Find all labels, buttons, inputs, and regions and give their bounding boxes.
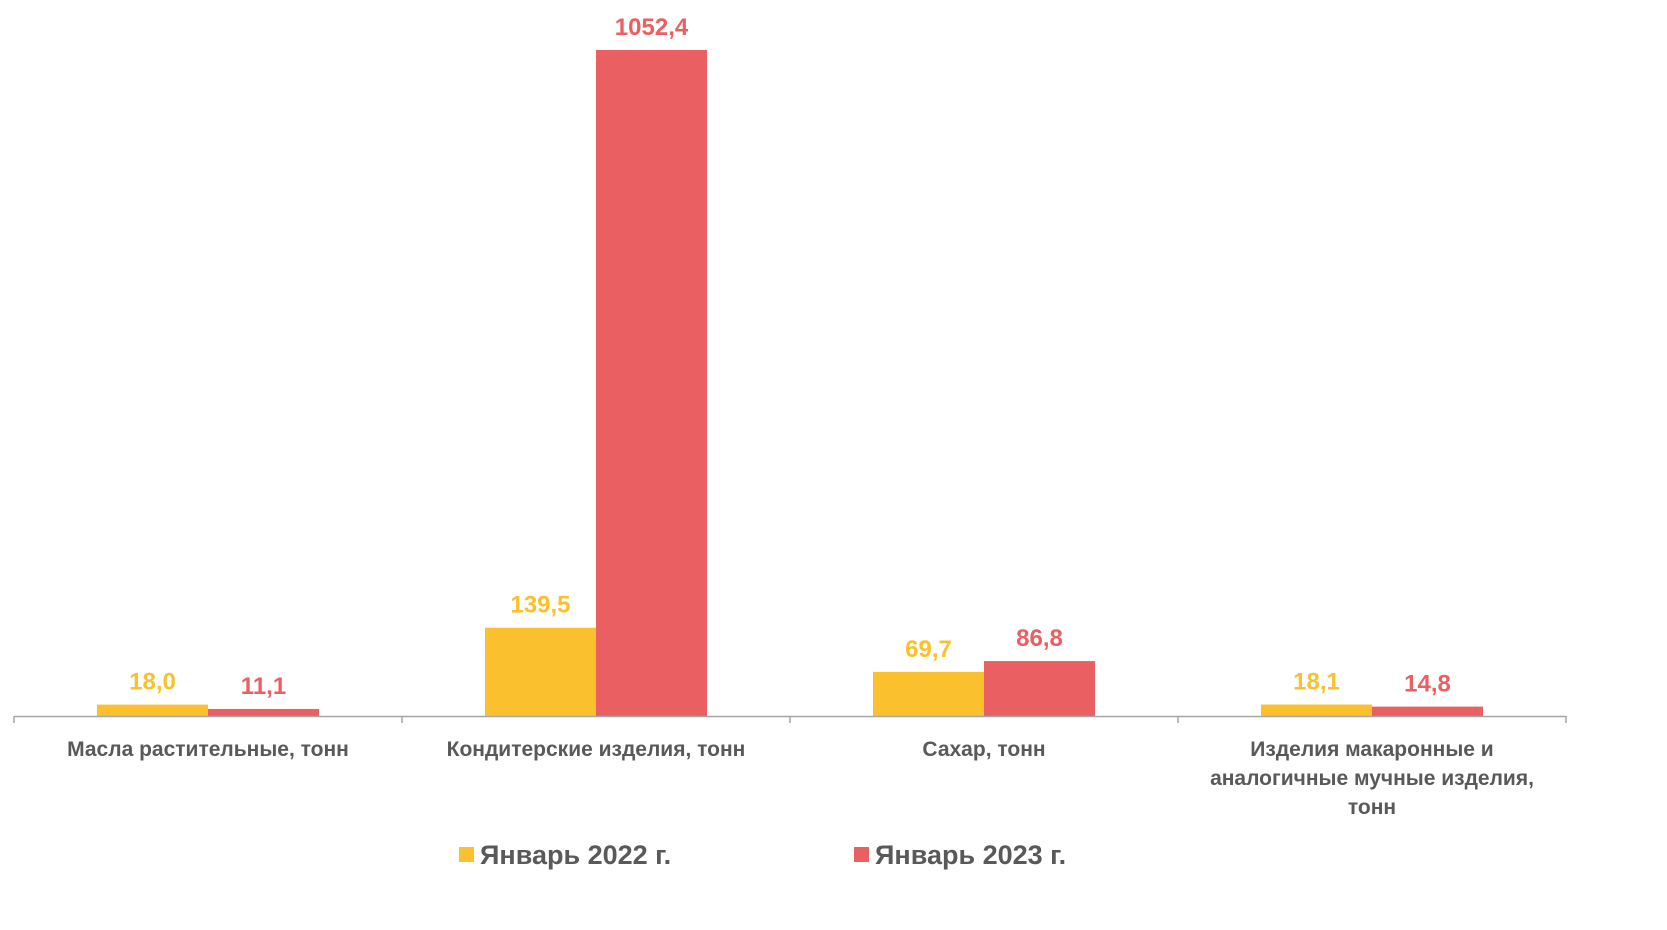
category-label-line: Изделия макаронные и bbox=[1250, 738, 1493, 761]
data-label-s2-c2: 1052,4 bbox=[615, 14, 689, 41]
data-label-s1-c1: 18,0 bbox=[129, 669, 176, 696]
legend-label: Январь 2022 г. bbox=[480, 840, 671, 870]
legend-swatch bbox=[854, 847, 869, 862]
category-labels-layer: Масла растительные, тонн Кондитерские изд… bbox=[67, 738, 1534, 819]
legend-swatch bbox=[459, 847, 474, 862]
legend-item-2: Январь 2023 г. bbox=[854, 840, 1066, 870]
legend-item-1: Январь 2022 г. bbox=[459, 840, 671, 870]
category-label-line: тонн bbox=[1348, 796, 1396, 819]
bar-s2-c3 bbox=[984, 661, 1095, 716]
x-axis bbox=[13, 715, 1567, 723]
bar-s2-c4 bbox=[1372, 706, 1483, 716]
category-label-2: Кондитерские изделия, тонн bbox=[447, 738, 746, 761]
data-labels-layer: 18,0 11,1 139,5 1052,4 69,7 86,8 18,1 14,8 bbox=[129, 14, 1451, 700]
category-label-1: Масла растительные, тонн bbox=[67, 738, 349, 761]
bar-s1-c4 bbox=[1261, 704, 1372, 716]
legend-label: Январь 2023 г. bbox=[875, 840, 1066, 870]
bar-s2-c1 bbox=[208, 708, 319, 716]
category-label-3: Сахар, тонн bbox=[922, 738, 1045, 761]
data-label-s1-c3: 69,7 bbox=[905, 636, 952, 663]
data-label-s2-c1: 11,1 bbox=[241, 673, 286, 700]
data-label-s2-c4: 14,8 bbox=[1404, 671, 1451, 698]
legend: Январь 2022 г. Январь 2023 г. bbox=[459, 840, 1066, 870]
bar-s1-c2 bbox=[485, 627, 596, 716]
data-label-s1-c4: 18,1 bbox=[1293, 669, 1340, 696]
bar-s1-c1 bbox=[97, 704, 208, 716]
bar-s2-c2 bbox=[596, 50, 707, 716]
bar-s1-c3 bbox=[873, 671, 984, 716]
category-label-line: Сахар, тонн bbox=[922, 738, 1045, 761]
category-label-line: Масла растительные, тонн bbox=[67, 738, 349, 761]
category-label-line: аналогичные мучные изделия, bbox=[1210, 767, 1534, 790]
category-label-line: Кондитерские изделия, тонн bbox=[447, 738, 746, 761]
bars-layer bbox=[97, 50, 1483, 716]
data-label-s1-c2: 139,5 bbox=[510, 592, 570, 619]
data-label-s2-c3: 86,8 bbox=[1016, 625, 1063, 652]
category-label-4: Изделия макаронные и аналогичные мучные и… bbox=[1210, 738, 1534, 819]
